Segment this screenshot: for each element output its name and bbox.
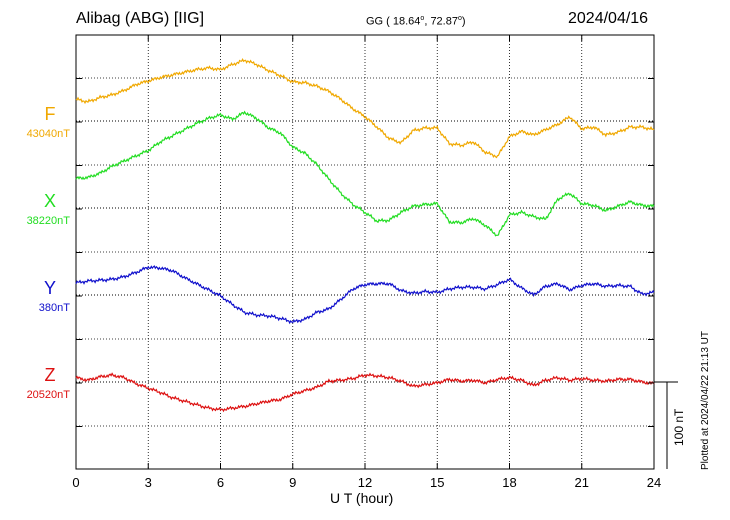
station-coordinates: GG ( 18.64o, 72.87o) bbox=[366, 15, 466, 28]
chart-date: 2024/04/16 bbox=[568, 10, 649, 27]
series-line-x bbox=[75, 110, 655, 237]
x-tick-label: 18 bbox=[502, 475, 516, 490]
x-tick-label: 9 bbox=[289, 475, 296, 490]
x-tick-label: 6 bbox=[217, 475, 224, 490]
x-tick-label: 21 bbox=[575, 475, 589, 490]
plotted-timestamp: Plotted at 2024/04/22 21:13 UT bbox=[700, 331, 711, 470]
component-label-f: F bbox=[44, 104, 56, 124]
x-axis-title: U T (hour) bbox=[330, 490, 394, 506]
component-baseline-y: 380nT bbox=[38, 302, 70, 314]
x-tick-label: 15 bbox=[430, 475, 444, 490]
scale-bar-label: 100 nT bbox=[672, 408, 686, 446]
component-label-y: Y bbox=[43, 278, 56, 298]
series-line-z bbox=[75, 372, 655, 413]
series-line-f bbox=[75, 57, 655, 159]
component-label-z: Z bbox=[44, 365, 56, 385]
x-tick-label: 24 bbox=[647, 475, 661, 490]
component-label-x: X bbox=[43, 191, 56, 211]
series-line-y bbox=[75, 265, 655, 325]
plot-grid bbox=[76, 35, 654, 469]
baselines bbox=[76, 120, 654, 383]
series-traces bbox=[75, 57, 655, 413]
component-baseline-f: 43040nT bbox=[26, 128, 70, 140]
axis-ticks: 0 3 6 9 12 15 18 21 24 bbox=[72, 34, 661, 490]
scale-bar bbox=[654, 381, 678, 469]
station-title: Alibag (ABG) [IIG] bbox=[76, 10, 205, 27]
x-tick-label: 12 bbox=[358, 475, 372, 490]
component-baseline-z: 20520nT bbox=[26, 389, 70, 401]
x-tick-label: 3 bbox=[145, 475, 152, 490]
component-baseline-x: 38220nT bbox=[26, 215, 70, 227]
x-tick-label: 0 bbox=[72, 475, 79, 490]
